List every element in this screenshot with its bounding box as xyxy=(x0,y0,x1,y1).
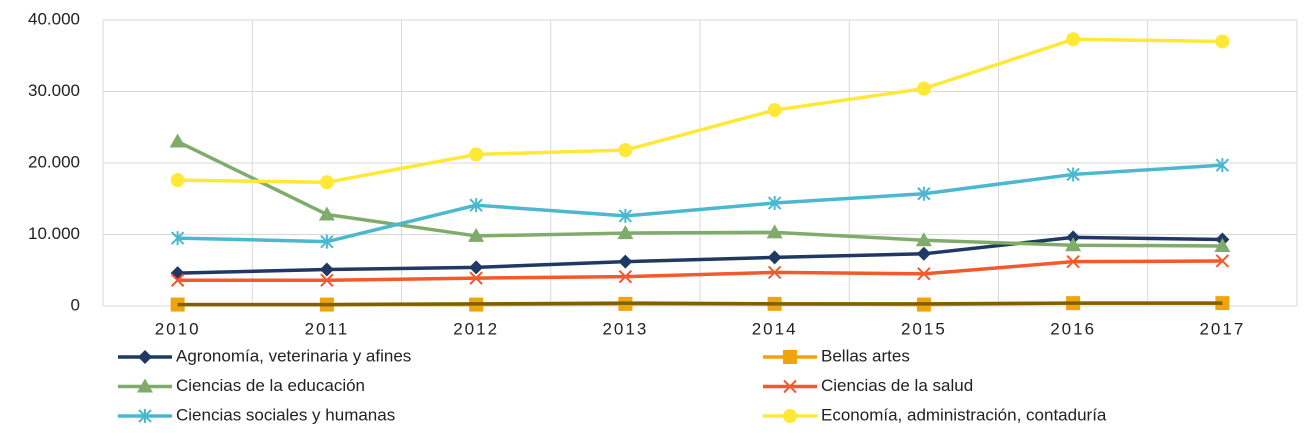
line xyxy=(177,37,1223,185)
series xyxy=(177,301,1223,307)
point xyxy=(469,260,484,275)
legend-item: Economía, administración, contaduría xyxy=(763,405,1107,424)
y-tick-label: 30.000 xyxy=(28,81,80,100)
legend-item: Ciencias de la educación xyxy=(118,376,365,395)
y-tick-label: 0 xyxy=(71,295,80,314)
y-tick-label: 10.000 xyxy=(28,224,80,243)
legend-marker xyxy=(783,409,797,423)
legend-label: Economía, administración, contaduría xyxy=(821,405,1107,424)
x-tick-label: 2014 xyxy=(752,319,798,338)
point xyxy=(618,143,633,158)
point xyxy=(1215,158,1230,173)
legend-marker xyxy=(783,350,797,364)
legend-label: Agronomía, veterinaria y afines xyxy=(176,346,411,365)
series xyxy=(170,254,1230,287)
point xyxy=(766,224,783,239)
point xyxy=(917,186,931,201)
line xyxy=(176,139,1223,248)
legend-label: Ciencias sociales y humanas xyxy=(176,405,395,424)
y-tick-label: 40.000 xyxy=(28,9,80,28)
point xyxy=(318,206,335,221)
point xyxy=(469,271,483,285)
point xyxy=(469,198,483,213)
point xyxy=(170,231,185,246)
point xyxy=(1215,34,1230,49)
x-tick-label: 2011 xyxy=(305,319,350,338)
legend-marker xyxy=(138,350,152,364)
point xyxy=(1214,237,1231,252)
series xyxy=(170,32,1230,190)
point xyxy=(170,273,185,287)
y-tick-label: 20.000 xyxy=(28,152,80,171)
x-tick-label: 2015 xyxy=(901,319,947,338)
point xyxy=(169,133,186,148)
point xyxy=(916,246,931,261)
legend-item: Ciencias sociales y humanas xyxy=(118,405,395,424)
legend-label: Ciencias de la educación xyxy=(176,376,365,395)
point xyxy=(468,227,485,242)
series xyxy=(170,158,1230,249)
point xyxy=(917,267,931,281)
point xyxy=(1066,167,1080,182)
line xyxy=(177,301,1223,307)
x-tick-label: 2010 xyxy=(155,319,201,338)
point xyxy=(915,232,932,247)
point xyxy=(767,265,782,280)
point xyxy=(170,266,185,281)
point xyxy=(1065,237,1082,252)
point xyxy=(767,250,782,265)
line xyxy=(177,235,1223,275)
point xyxy=(469,147,484,162)
legend-marker xyxy=(783,379,797,394)
legend-label: Bellas artes xyxy=(821,346,910,365)
point xyxy=(767,196,782,211)
legend-marker xyxy=(137,378,153,393)
point xyxy=(617,225,634,240)
point xyxy=(170,173,185,188)
point xyxy=(767,103,782,118)
point xyxy=(618,254,633,269)
point xyxy=(320,234,334,249)
point xyxy=(618,269,633,284)
x-tick-label: 2013 xyxy=(602,319,648,338)
legend-marker xyxy=(138,409,152,423)
x-tick-label: 2017 xyxy=(1199,319,1245,338)
point xyxy=(319,262,334,277)
point xyxy=(1066,32,1081,47)
point xyxy=(916,81,931,96)
point xyxy=(1066,254,1080,269)
x-tick-label: 2016 xyxy=(1050,319,1096,338)
legend-item: Agronomía, veterinaria y afines xyxy=(118,346,411,365)
line xyxy=(177,259,1223,283)
x-tick-label: 2012 xyxy=(453,319,499,338)
line xyxy=(177,163,1223,244)
point xyxy=(1215,254,1230,268)
legend-label: Ciencias de la salud xyxy=(821,376,973,395)
point xyxy=(618,208,633,223)
series xyxy=(169,133,1231,252)
point xyxy=(319,175,334,190)
point xyxy=(320,273,334,287)
legend-item: Bellas artes xyxy=(763,346,910,365)
legend-item: Ciencias de la salud xyxy=(763,376,973,395)
